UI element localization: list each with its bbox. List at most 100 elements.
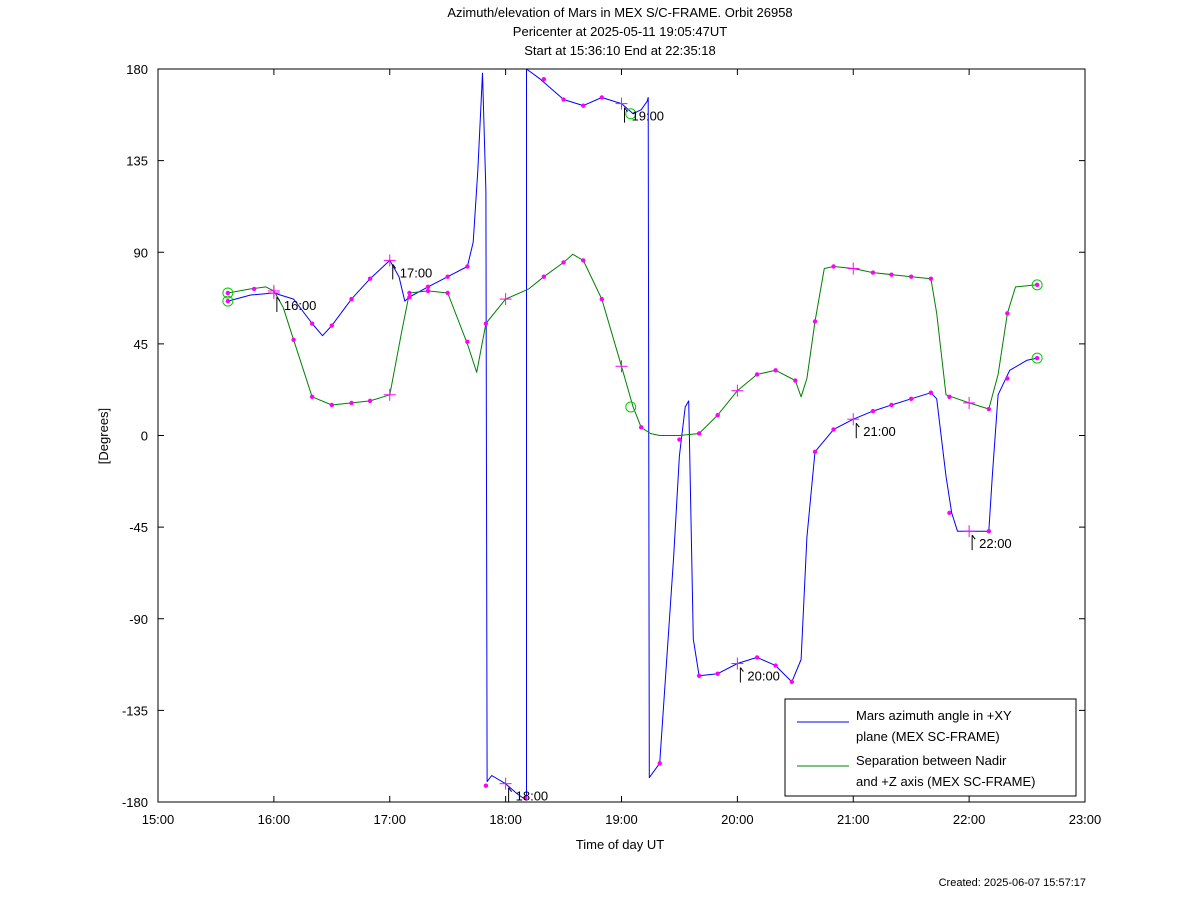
series-line-azimuth <box>227 68 1038 799</box>
hour-annotation-arrow <box>508 787 513 792</box>
data-point-separation <box>367 398 373 404</box>
hour-annotation-label: 18:00 <box>516 789 549 804</box>
hour-annotation-arrow <box>276 296 281 302</box>
data-point-azimuth <box>367 276 373 281</box>
data-point-separation <box>225 290 231 296</box>
hour-plus-marker <box>383 388 396 401</box>
data-point-separation <box>329 402 335 408</box>
hour-plus-marker <box>847 413 860 426</box>
data-point-separation <box>599 296 605 302</box>
y-tick-label: -45 <box>129 520 148 535</box>
data-point-azimuth <box>425 284 431 290</box>
hour-plus-marker <box>847 262 860 275</box>
data-point-azimuth <box>599 95 605 100</box>
start-end-circle-marker <box>625 401 637 413</box>
x-tick-label: 16:00 <box>258 812 291 827</box>
data-point-azimuth <box>812 449 818 454</box>
hour-annotation-arrow <box>624 107 628 112</box>
y-tick-label: 0 <box>141 429 148 444</box>
hour-plus-marker <box>499 777 512 790</box>
data-point-azimuth <box>870 408 876 414</box>
start-end-circle-marker <box>1031 352 1043 364</box>
hour-plus-marker <box>731 384 744 397</box>
data-point-separation <box>773 368 778 373</box>
data-point-separation <box>291 337 296 343</box>
x-tick-label: 15:00 <box>142 812 175 827</box>
data-point-azimuth <box>407 294 412 300</box>
data-point-azimuth <box>483 783 489 788</box>
data-point-azimuth <box>349 296 354 302</box>
data-point-separation <box>696 431 702 436</box>
data-point-azimuth <box>1034 355 1040 361</box>
x-axis-label: Time of day UT <box>576 837 664 852</box>
start-end-circle-marker <box>222 287 234 299</box>
data-point-separation <box>425 288 431 294</box>
hour-annotation-arrow <box>392 264 397 269</box>
x-tick-label: 20:00 <box>721 812 754 827</box>
data-point-separation <box>715 412 720 418</box>
legend-label-azimuth-2: plane (MEX SC-FRAME) <box>856 729 1000 744</box>
hour-plus-marker <box>383 254 396 267</box>
data-point-separation <box>831 264 836 269</box>
data-point-azimuth <box>561 97 566 102</box>
data-point-azimuth <box>773 663 778 668</box>
chart-title-line-1: Azimuth/elevation of Mars in MEX S/C-FRA… <box>447 5 793 20</box>
data-point-azimuth <box>465 264 470 269</box>
x-tick-label: 23:00 <box>1069 812 1102 827</box>
data-point-separation <box>870 270 876 275</box>
data-point-azimuth <box>947 510 952 516</box>
data-point-separation <box>581 258 586 263</box>
y-tick-label: -90 <box>129 612 148 627</box>
data-point-azimuth <box>309 321 315 326</box>
x-tick-label: 18:00 <box>489 812 522 827</box>
y-tick-label: 45 <box>134 337 148 352</box>
data-point-separation <box>1034 282 1040 288</box>
hour-annotation-label: 17:00 <box>400 265 433 280</box>
data-point-separation <box>812 319 818 324</box>
data-point-azimuth <box>754 655 760 660</box>
data-point-separation <box>928 276 934 281</box>
hour-plus-marker <box>267 284 280 297</box>
y-tick-label: -180 <box>122 795 148 810</box>
data-point-azimuth <box>581 103 586 108</box>
x-tick-label: 22:00 <box>953 812 986 827</box>
hour-plus-marker <box>731 657 744 670</box>
data-point-separation <box>561 260 566 265</box>
data-point-azimuth <box>523 795 528 801</box>
data-point-separation <box>309 394 315 400</box>
data-point-azimuth <box>445 274 450 279</box>
hour-plus-marker <box>615 360 628 373</box>
x-tick-label: 21:00 <box>837 812 870 827</box>
data-point-azimuth <box>696 673 702 678</box>
legend-label-azimuth-1: Mars azimuth angle in +XY <box>856 708 1012 723</box>
start-end-circle-marker <box>625 108 637 120</box>
data-point-azimuth <box>677 437 682 442</box>
data-point-separation <box>754 372 760 377</box>
hour-annotation-arrow <box>971 534 976 540</box>
data-point-azimuth <box>483 321 489 326</box>
data-point-separation <box>445 290 450 296</box>
x-tick-label: 17:00 <box>373 812 406 827</box>
x-tick-label: 19:00 <box>605 812 638 827</box>
data-point-azimuth <box>225 298 231 304</box>
y-tick-label: 90 <box>134 245 148 260</box>
data-point-azimuth <box>986 528 992 534</box>
data-point-separation <box>889 272 894 277</box>
series-line-separation <box>227 253 1038 436</box>
data-point-separation <box>251 286 257 292</box>
hour-plus-marker <box>963 525 976 538</box>
start-end-circle-marker <box>222 295 234 307</box>
hour-annotation-label: 22:00 <box>979 536 1012 551</box>
data-point-azimuth <box>789 679 795 685</box>
legend-label-separation-2: and +Z axis (MEX SC-FRAME) <box>856 774 1036 789</box>
data-point-separation <box>1005 311 1010 316</box>
legend: Mars azimuth angle in +XY plane (MEX SC-… <box>784 698 1077 797</box>
data-point-separation <box>947 394 952 400</box>
plot-frame <box>157 68 1086 803</box>
hour-annotation-label: 20:00 <box>747 669 780 684</box>
legend-box <box>784 698 1077 797</box>
data-point-azimuth <box>715 671 720 676</box>
y-tick-label: 180 <box>126 62 148 77</box>
data-point-separation <box>908 274 914 279</box>
y-tick-label: 135 <box>126 154 148 169</box>
